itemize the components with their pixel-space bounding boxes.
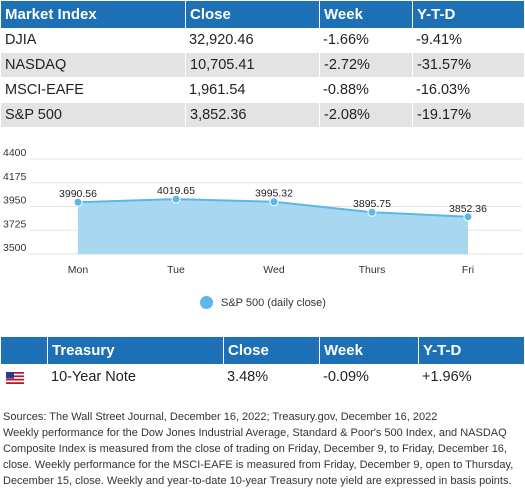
data-label: 3852.36: [449, 203, 487, 215]
header-ytd: Y-T-D: [412, 1, 524, 28]
header-treasury: Treasury: [47, 337, 223, 364]
y-tick-label: 4175: [3, 171, 27, 183]
market-index-table: Market Index Close Week Y-T-D DJIA 32,92…: [1, 1, 524, 128]
row-sp500-close: 3,852.36: [185, 103, 319, 127]
legend-label: S&P 500 (daily close): [221, 296, 326, 309]
row-sp500-name: S&P 500: [1, 103, 185, 127]
us-flag-cell: [1, 364, 47, 391]
treasury-week: -0.09%: [323, 369, 369, 385]
row-nasdaq-close: 10,705.41: [185, 53, 319, 77]
row-djia-week: -1.66%: [323, 32, 369, 48]
treasury-ytd: +1.96%: [422, 369, 472, 385]
row-sp500-week: -2.08%: [319, 103, 412, 127]
sources-line: Sources: The Wall Street Journal, Decemb…: [3, 411, 438, 423]
treasury-table: Treasury Close Week Y-T-D 10-Year Note 3…: [1, 337, 524, 391]
data-label: 3995.32: [255, 188, 293, 200]
methodology-note: Weekly performance for the Dow Jones Ind…: [3, 427, 514, 487]
legend-swatch: [200, 296, 213, 309]
x-tick-label: Fri: [462, 264, 474, 276]
data-point: [73, 197, 83, 207]
data-point: [367, 207, 377, 217]
x-tick-label: Tue: [167, 264, 185, 276]
row-sp500-ytd: -19.17%: [412, 103, 524, 127]
data-label: 3895.75: [353, 198, 391, 210]
data-label: 4019.65: [157, 185, 195, 197]
row-nasdaq-ytd: -31.57%: [412, 53, 524, 77]
y-tick-label: 3950: [3, 195, 27, 207]
row-djia-name: DJIA: [5, 32, 37, 48]
row-msci-ytd: -16.03%: [416, 82, 471, 98]
us-flag-icon: [6, 372, 24, 384]
y-tick-label: 3725: [3, 218, 27, 230]
data-point: [269, 197, 279, 207]
x-tick-label: Wed: [263, 264, 285, 276]
sp500-area-chart: 4400 4175 3950 3725 3500 3990.56 4019.65 3995.3…: [3, 148, 522, 276]
sources-note: Sources: The Wall Street Journal, Decemb…: [3, 409, 521, 489]
treasury-close: 3.48%: [227, 369, 269, 385]
x-tick-label: Mon: [68, 264, 89, 276]
header-treasury-ytd: Y-T-D: [418, 337, 524, 364]
row-nasdaq-week: -2.72%: [319, 53, 412, 77]
treasury-name: 10-Year Note: [51, 369, 136, 385]
row-djia-ytd: -9.41%: [416, 32, 462, 48]
row-msci-close: 1,961.54: [189, 82, 246, 98]
chart-legend: S&P 500 (daily close): [200, 296, 326, 309]
header-close: Close: [185, 1, 319, 28]
y-tick-label: 4400: [3, 148, 27, 159]
header-market-index: Market Index: [1, 1, 185, 28]
series-area: [78, 199, 468, 254]
header-week: Week: [319, 1, 412, 28]
row-msci-name: MSCI-EAFE: [5, 82, 84, 98]
row-nasdaq-name: NASDAQ: [1, 53, 185, 77]
header-treasury-week: Week: [319, 337, 418, 364]
row-msci-week: -0.88%: [323, 82, 369, 98]
data-point: [463, 212, 473, 222]
data-point: [171, 194, 181, 204]
header-treasury-close: Close: [223, 337, 319, 364]
data-label: 3990.56: [59, 188, 97, 200]
y-tick-label: 3500: [3, 242, 27, 254]
header-flag-col: [1, 337, 47, 364]
row-djia-close: 32,920.46: [189, 32, 254, 48]
x-tick-label: Thurs: [359, 264, 386, 276]
